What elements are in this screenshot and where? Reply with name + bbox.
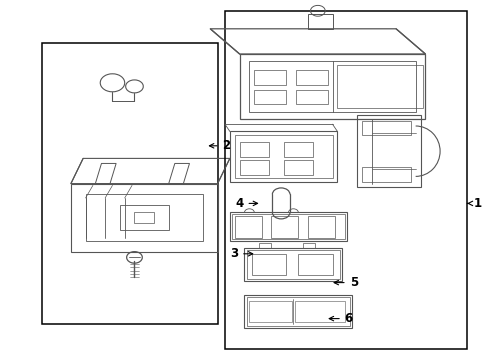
Bar (361, 167, 410, 182)
Bar (246, 297, 349, 326)
Bar (259, 243, 271, 248)
Text: 2: 2 (209, 139, 230, 152)
Bar (356, 115, 420, 187)
Bar (249, 301, 292, 322)
Bar (307, 216, 334, 238)
Text: 4: 4 (235, 197, 257, 210)
Text: 1: 1 (467, 197, 481, 210)
Text: 5: 5 (333, 276, 357, 289)
Bar (229, 212, 346, 241)
Bar (41, 43, 217, 324)
Bar (224, 11, 466, 349)
Bar (361, 121, 410, 135)
Bar (234, 216, 261, 238)
Bar (244, 248, 342, 281)
Bar (307, 14, 332, 29)
Bar (234, 135, 332, 178)
Bar (254, 70, 285, 85)
Bar (294, 301, 344, 322)
Bar (251, 254, 285, 275)
Bar (295, 90, 327, 104)
Bar (271, 216, 298, 238)
Bar (244, 295, 351, 328)
Bar (283, 160, 312, 175)
Bar (298, 254, 332, 275)
Bar (232, 214, 344, 239)
Text: 6: 6 (328, 312, 352, 325)
Bar (283, 142, 312, 157)
Bar (254, 90, 285, 104)
Bar (134, 212, 154, 223)
Bar (239, 160, 268, 175)
Bar (303, 243, 315, 248)
Text: 3: 3 (229, 247, 252, 260)
Bar (295, 70, 327, 85)
Bar (337, 65, 422, 108)
Bar (249, 61, 415, 112)
Bar (85, 194, 203, 241)
Bar (246, 250, 339, 279)
Bar (120, 205, 168, 230)
Bar (239, 142, 268, 157)
